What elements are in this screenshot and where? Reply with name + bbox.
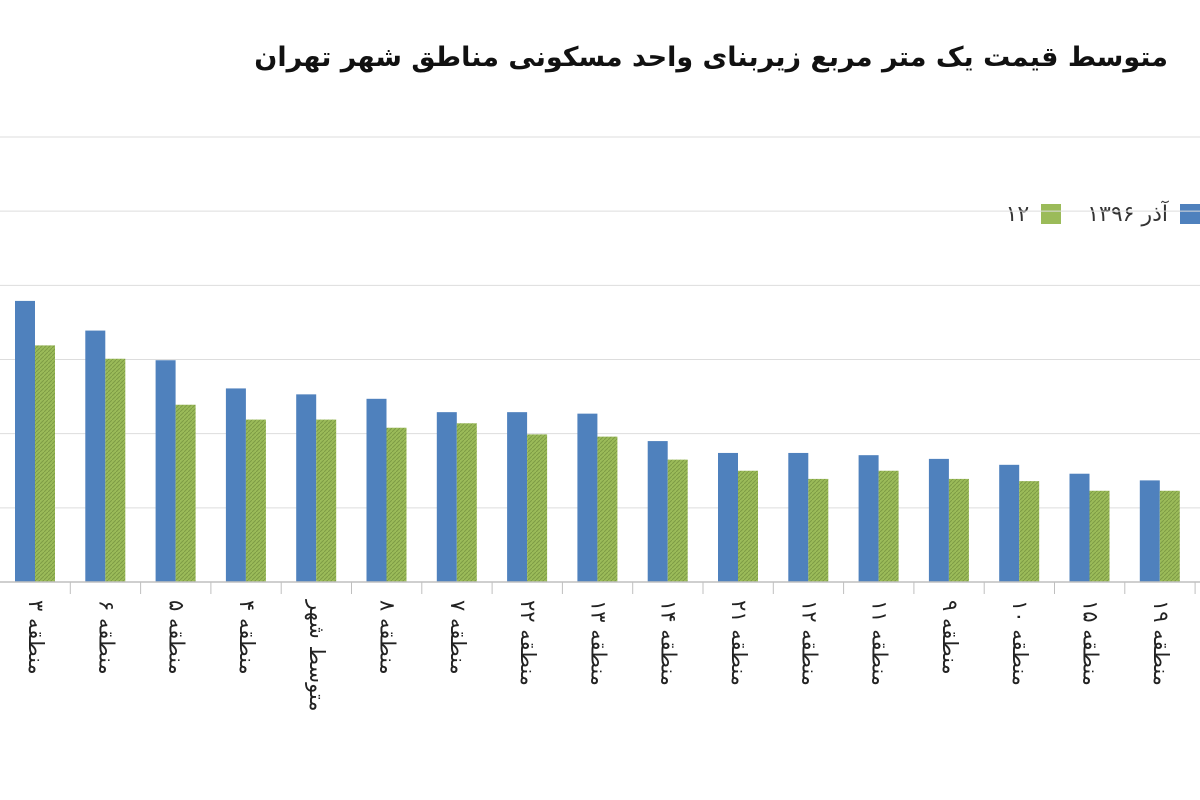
x-tick-label: منطقه ۷: [446, 600, 470, 675]
bar-series-2: [948, 478, 969, 582]
bar-series-1: [788, 452, 809, 582]
bar-series-1: [296, 394, 317, 582]
x-tick-label: منطقه ۱۴: [657, 600, 681, 686]
bar-series-1: [1069, 473, 1090, 582]
chart-title: متوسط قیمت یک متر مربع زیربنای واحد مسکو…: [254, 42, 1168, 73]
legend-label-series-1: آذر ۱۳۹۶: [1087, 201, 1168, 227]
bar-series-1: [366, 398, 387, 582]
bar-series-1: [1139, 480, 1160, 582]
bar-series-2: [386, 427, 407, 582]
legend-swatch-series-1: [1180, 204, 1200, 224]
bar-series-2: [316, 419, 337, 582]
bar-series-2: [1159, 490, 1180, 582]
bar-series-2: [597, 436, 618, 582]
bar-series-2: [105, 358, 126, 582]
legend-item-series-2: ۱۲: [1006, 202, 1062, 227]
legend: آذر ۱۳۹۶ ۱۲: [1006, 198, 1200, 230]
bar-series-2: [738, 470, 758, 582]
bar-series-1: [225, 388, 246, 582]
x-tick-label: منطقه ۱۱: [868, 600, 892, 686]
x-tick-label: منطقه ۹: [938, 600, 962, 675]
bar-series-1: [928, 458, 949, 582]
bar-series-1: [858, 455, 879, 582]
x-tick-label: منطقه ۵: [165, 600, 189, 675]
x-tick-label: منطقه ۱۰: [1008, 600, 1032, 686]
legend-swatch-series-2: [1041, 204, 1062, 224]
bar-series-1: [85, 330, 106, 582]
bar-series-1: [436, 412, 457, 582]
bar-series-1: [999, 464, 1020, 582]
bar-series-1: [647, 441, 668, 582]
bar-series-2: [1019, 481, 1040, 582]
x-tick-label: منطقه ۴: [235, 600, 259, 675]
x-tick-label: منطقه ۶: [94, 600, 118, 675]
bar-series-2: [1089, 490, 1110, 582]
bar-series-1: [15, 300, 35, 582]
legend-label-series-2: ۱۲: [1005, 201, 1030, 227]
bar-series-2: [35, 345, 55, 582]
x-tick-label: منطقه ۱۲: [797, 600, 821, 686]
x-tick-label: منطقه ۸: [376, 600, 400, 675]
x-tick-label: منطقه ۳: [24, 600, 48, 675]
bar-series-2: [878, 470, 899, 582]
x-tick-label: منطقه ۱۵: [1079, 600, 1103, 686]
x-tick-label: منطقه ۲۱: [727, 600, 751, 686]
x-tick-label: منطقه ۲۲: [516, 600, 540, 686]
bar-series-1: [155, 360, 176, 582]
x-tick-label: منطقه ۱۳: [586, 600, 610, 686]
bar-series-2: [667, 459, 688, 582]
bar-series-2: [175, 404, 196, 582]
legend-item-series-1: آذر ۱۳۹۶: [1087, 202, 1200, 227]
x-tick-label: منطقه ۱۹: [1149, 600, 1173, 686]
x-tick-label: متوسط شهر: [305, 599, 329, 712]
bar-series-2: [527, 434, 548, 582]
bar-series-2: [245, 419, 266, 582]
bar-series-2: [456, 423, 477, 582]
bar-series-1: [577, 413, 598, 582]
bar-series-1: [718, 452, 738, 582]
bar-series-1: [507, 412, 528, 582]
bar-series-2: [808, 478, 829, 582]
